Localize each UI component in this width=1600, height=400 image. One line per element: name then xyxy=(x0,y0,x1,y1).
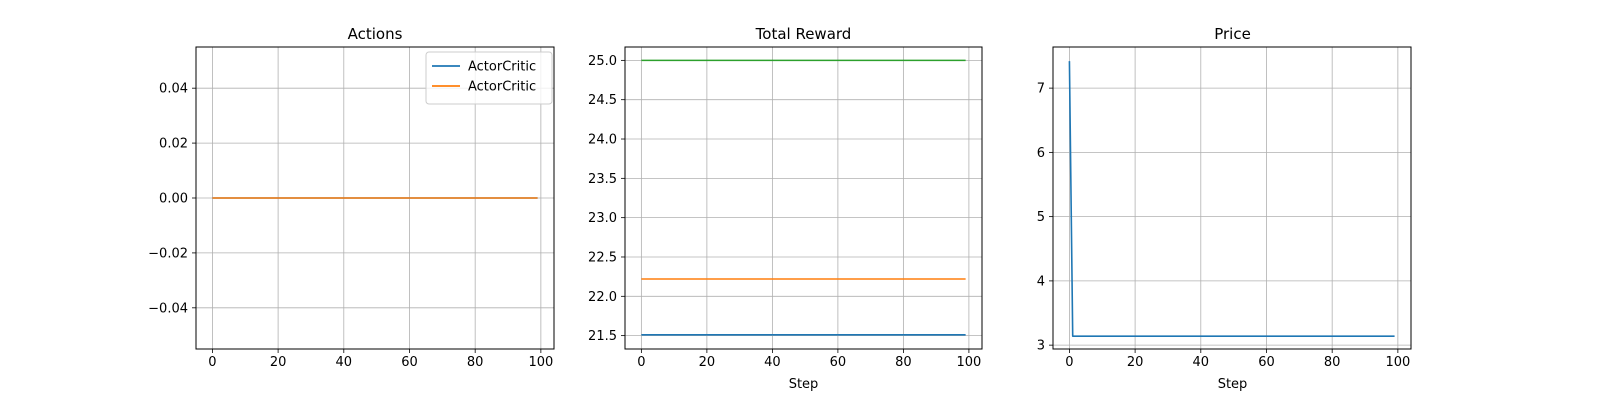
x-tick-label: 0 xyxy=(208,355,216,370)
x-tick-label: 0 xyxy=(1065,355,1073,370)
y-tick-label: 24.0 xyxy=(588,133,617,148)
x-tick-label: 40 xyxy=(764,355,781,370)
legend-label-1: ActorCritic xyxy=(468,60,536,75)
legend-box xyxy=(425,51,553,105)
y-tick-label: 7 xyxy=(1037,82,1045,97)
x-axis-label: Step xyxy=(789,377,819,392)
y-tick-label: 23.0 xyxy=(588,211,617,226)
legend-label-2: ActorCritic xyxy=(468,80,536,95)
x-tick-label: 80 xyxy=(1324,355,1341,370)
x-tick-label: 20 xyxy=(699,355,716,370)
y-tick-label: 0.00 xyxy=(159,192,188,207)
x-tick-label: 80 xyxy=(895,355,912,370)
chart-title: Total Reward xyxy=(755,25,852,43)
x-tick-label: 100 xyxy=(1385,355,1410,370)
x-tick-label: 20 xyxy=(1127,355,1144,370)
x-tick-label: 20 xyxy=(270,355,287,370)
y-tick-label: 24.5 xyxy=(588,93,617,108)
total-reward-chart: Total Reward Step 0 20 40 60 80 100 21.5 22.0 22… xyxy=(588,25,983,392)
x-tick-label: 60 xyxy=(1258,355,1275,370)
y-tick-label: 22.5 xyxy=(588,250,617,265)
chart-title: Price xyxy=(1214,25,1251,43)
series-line-1 xyxy=(1068,61,1395,337)
y-tick-label: −0.04 xyxy=(148,301,188,316)
y-tick-label: 23.5 xyxy=(588,172,617,187)
y-tick-label: 22.0 xyxy=(588,290,617,305)
y-tick-label: 0.02 xyxy=(159,137,188,152)
y-tick-label: 3 xyxy=(1037,339,1045,354)
axes-frame xyxy=(1052,46,1412,350)
x-tick-label: 100 xyxy=(528,355,553,370)
x-tick-label: 40 xyxy=(1193,355,1210,370)
y-tick-label: 5 xyxy=(1037,210,1045,225)
y-tick-label: 0.04 xyxy=(159,82,188,97)
y-tick-label: 4 xyxy=(1037,274,1045,289)
x-tick-label: 0 xyxy=(637,355,645,370)
actions-chart: Actions 0 20 40 60 80 100 −0.04 −0.02 0.00 0.02 0.… xyxy=(148,25,555,370)
price-chart: Price Step 0 20 40 60 80 100 3 4 5 6 7 xyxy=(1037,25,1412,392)
x-tick-label: 100 xyxy=(956,355,981,370)
x-tick-label: 60 xyxy=(830,355,847,370)
x-tick-label: 40 xyxy=(336,355,353,370)
y-tick-label: 6 xyxy=(1037,146,1045,161)
y-tick-label: 21.5 xyxy=(588,329,617,344)
chart-title: Actions xyxy=(348,25,403,43)
y-tick-label: −0.02 xyxy=(148,246,188,261)
y-tick-label: 25.0 xyxy=(588,54,617,69)
x-axis-label: Step xyxy=(1218,377,1248,392)
axes-frame xyxy=(624,46,983,350)
x-tick-label: 60 xyxy=(401,355,418,370)
x-tick-label: 80 xyxy=(467,355,484,370)
